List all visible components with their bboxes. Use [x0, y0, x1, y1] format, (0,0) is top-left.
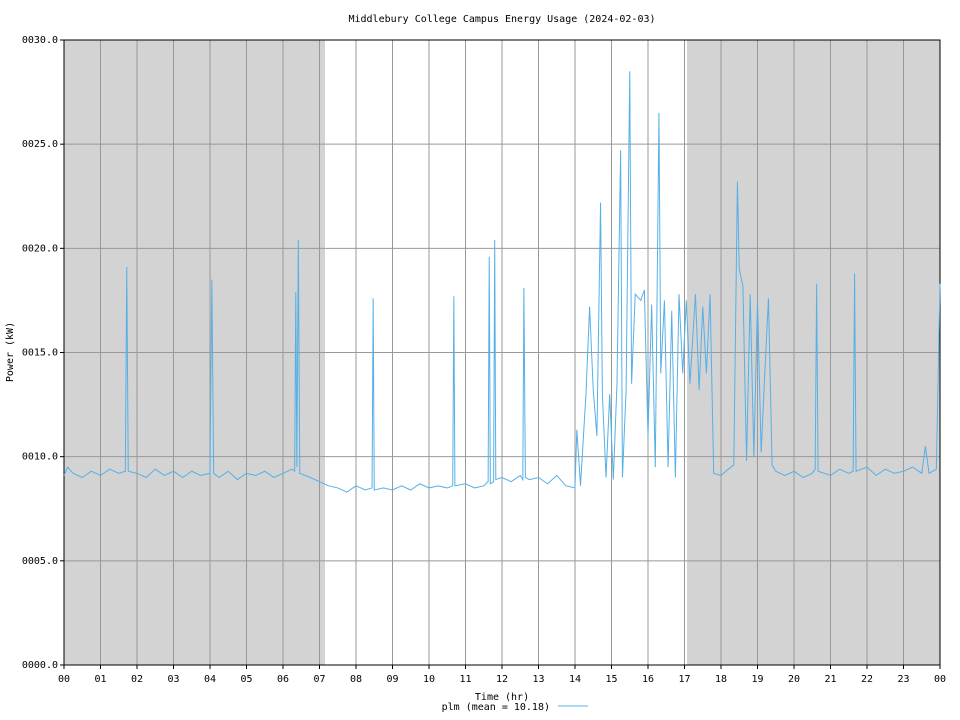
x-axis-label: Time (hr) — [475, 692, 529, 703]
y-tick-label: 0010.0 — [22, 452, 58, 463]
x-tick-label: 02 — [131, 674, 143, 685]
y-axis-label: Power (kW) — [5, 322, 16, 382]
x-tick-label: 15 — [605, 674, 617, 685]
y-tick-label: 0000.0 — [22, 660, 58, 671]
x-tick-label: 11 — [459, 674, 471, 685]
x-tick-label: 22 — [861, 674, 873, 685]
x-tick-label: 18 — [715, 674, 727, 685]
x-tick-label: 16 — [642, 674, 654, 685]
x-tick-label: 13 — [532, 674, 544, 685]
y-tick-label: 0005.0 — [22, 556, 58, 567]
y-tick-label: 0020.0 — [22, 243, 58, 254]
x-tick-label: 05 — [240, 674, 252, 685]
x-tick-label: 04 — [204, 674, 216, 685]
data-line — [63, 71, 941, 493]
y-tick-label: 0015.0 — [22, 348, 58, 359]
x-tick-label: 19 — [751, 674, 763, 685]
x-tick-label: 09 — [386, 674, 398, 685]
x-tick-label: 14 — [569, 674, 581, 685]
x-tick-label: 21 — [824, 674, 836, 685]
x-tick-label: 08 — [350, 674, 362, 685]
x-tick-label: 00 — [934, 674, 946, 685]
y-tick-label: 0025.0 — [22, 139, 58, 150]
x-tick-label: 12 — [496, 674, 508, 685]
y-tick-label: 0030.0 — [22, 35, 58, 46]
x-tick-label: 00 — [58, 674, 70, 685]
x-tick-label: 17 — [678, 674, 690, 685]
x-tick-label: 20 — [788, 674, 800, 685]
x-tick-label: 07 — [313, 674, 325, 685]
plot-frame — [63, 39, 941, 666]
x-tick-label: 10 — [423, 674, 435, 685]
x-tick-label: 06 — [277, 674, 289, 685]
chart-title: Middlebury College Campus Energy Usage (… — [348, 14, 655, 25]
x-tick-label: 03 — [167, 674, 179, 685]
x-tick-label: 23 — [897, 674, 909, 685]
x-tick-label: 01 — [94, 674, 106, 685]
legend-label: plm (mean = 10.18) — [442, 702, 550, 713]
